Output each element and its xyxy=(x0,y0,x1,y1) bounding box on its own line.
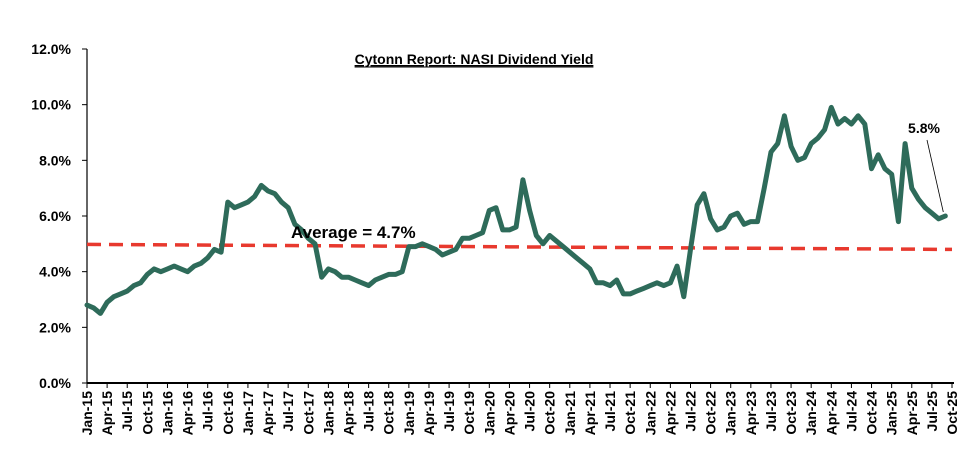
chart-title: Cytonn Report: NASI Dividend Yield xyxy=(355,51,594,67)
x-tick-label: Oct-24 xyxy=(864,391,880,435)
x-tick-label: Jan-23 xyxy=(723,391,739,436)
x-tick-label: Jan-15 xyxy=(79,391,95,436)
x-tick-label: Oct-23 xyxy=(783,391,799,435)
end-value-leader-line xyxy=(926,139,944,213)
x-tick-label: Oct-15 xyxy=(139,391,155,435)
x-tick-label: Jul-19 xyxy=(441,391,457,432)
y-tick-label: 12.0% xyxy=(31,41,71,57)
average-line xyxy=(86,242,953,252)
end-value-label: 5.8% xyxy=(908,120,940,136)
y-tick-label: 0.0% xyxy=(39,375,71,391)
x-tick-label: Apr-23 xyxy=(743,391,759,436)
x-tick-label: Oct-25 xyxy=(944,391,960,435)
series-group xyxy=(84,104,948,316)
x-tick-label: Jan-25 xyxy=(884,391,900,436)
x-tick-label: Jul-15 xyxy=(119,391,135,432)
series-line-nasi-dividend-yield xyxy=(84,104,948,316)
x-tick-label: Jan-17 xyxy=(240,391,256,436)
x-tick-label: Apr-16 xyxy=(180,391,196,436)
x-tick-label: Apr-17 xyxy=(260,391,276,436)
x-tick-label: Oct-18 xyxy=(381,391,397,435)
y-tick-label: 6.0% xyxy=(39,208,71,224)
x-tick-label: Jul-16 xyxy=(200,391,216,432)
x-tick-label: Jan-21 xyxy=(562,391,578,436)
x-tick-label: Oct-16 xyxy=(220,391,236,435)
x-tick-label: Oct-17 xyxy=(300,391,316,435)
x-tick-label: Jan-18 xyxy=(320,391,336,436)
x-tick-label: Apr-25 xyxy=(904,391,920,436)
y-tick-label: 4.0% xyxy=(39,264,71,280)
x-tick-label: Apr-18 xyxy=(341,391,357,436)
x-tick-label: Apr-15 xyxy=(99,391,115,436)
x-tick-label: Jul-22 xyxy=(682,391,698,432)
x-tick-label: Oct-19 xyxy=(461,391,477,435)
x-tick-label: Apr-20 xyxy=(501,391,517,436)
y-tick-label: 8.0% xyxy=(39,152,71,168)
x-tick-label: Jul-23 xyxy=(763,391,779,432)
x-tick-label: Jan-16 xyxy=(159,391,175,436)
x-tick-label: Jul-21 xyxy=(602,391,618,432)
y-tick-label: 10.0% xyxy=(31,97,71,113)
x-tick-label: Apr-22 xyxy=(662,391,678,436)
x-tick-label: Jul-25 xyxy=(924,391,940,432)
average-label: Average = 4.7% xyxy=(291,223,416,242)
x-tick-label: Apr-19 xyxy=(421,391,437,436)
x-tick-label: Oct-21 xyxy=(622,391,638,435)
x-tick-label: Jul-18 xyxy=(361,391,377,432)
y-axis: 0.0% 2.0% 4.0% 6.0% 8.0% 10.0% 12.0% xyxy=(31,41,88,391)
x-tick-label: Oct-22 xyxy=(703,391,719,435)
x-tick-label: Jan-20 xyxy=(481,391,497,436)
x-tick-label: Jul-20 xyxy=(522,391,538,432)
x-tick-label: Jul-17 xyxy=(280,391,296,432)
x-tick-label: Jan-24 xyxy=(803,391,819,436)
x-tick-label: Apr-21 xyxy=(582,391,598,436)
average-line-group xyxy=(86,242,953,252)
x-tick-label: Jan-22 xyxy=(642,391,658,436)
y-tick-label: 2.0% xyxy=(39,319,71,335)
x-tick-label: Apr-24 xyxy=(823,391,839,436)
annotations: Average = 4.7% 5.8% xyxy=(291,120,944,242)
x-tick-label: Jan-19 xyxy=(401,391,417,436)
x-axis: Jan-15 Apr-15 Jul-15 Oct-15 Jan-16 Apr-16 Jul-… xyxy=(79,382,960,436)
x-tick-label: Jul-24 xyxy=(843,391,859,432)
x-tick-label: Oct-20 xyxy=(542,391,558,435)
